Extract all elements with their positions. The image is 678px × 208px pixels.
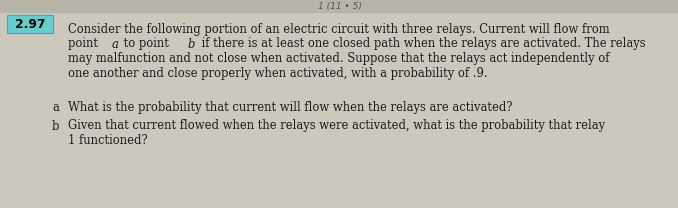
Text: Consider the following portion of an electric circuit with three relays. Current: Consider the following portion of an ele… bbox=[68, 23, 610, 36]
Text: one another and close properly when activated, with a probability of .9.: one another and close properly when acti… bbox=[68, 67, 487, 79]
Text: may malfunction and not close when activated. Suppose that the relays act indepe: may malfunction and not close when activ… bbox=[68, 52, 610, 65]
Text: 1 functioned?: 1 functioned? bbox=[68, 134, 148, 147]
Text: point: point bbox=[68, 37, 102, 51]
Text: if there is at least one closed path when the relays are activated. The relays: if there is at least one closed path whe… bbox=[197, 37, 645, 51]
FancyBboxPatch shape bbox=[7, 15, 53, 33]
Text: b: b bbox=[188, 37, 195, 51]
Text: a: a bbox=[111, 37, 118, 51]
Text: Given that current flowed when the relays were activated, what is the probabilit: Given that current flowed when the relay… bbox=[68, 120, 605, 132]
Text: b: b bbox=[52, 120, 60, 132]
Bar bbox=[0, 0, 678, 12]
Text: to point: to point bbox=[120, 37, 173, 51]
Text: 2.97: 2.97 bbox=[15, 17, 45, 31]
Text: a: a bbox=[52, 101, 59, 114]
Text: 1 (11 • 5): 1 (11 • 5) bbox=[318, 1, 362, 10]
Text: What is the probability that current will flow when the relays are activated?: What is the probability that current wil… bbox=[68, 101, 513, 114]
